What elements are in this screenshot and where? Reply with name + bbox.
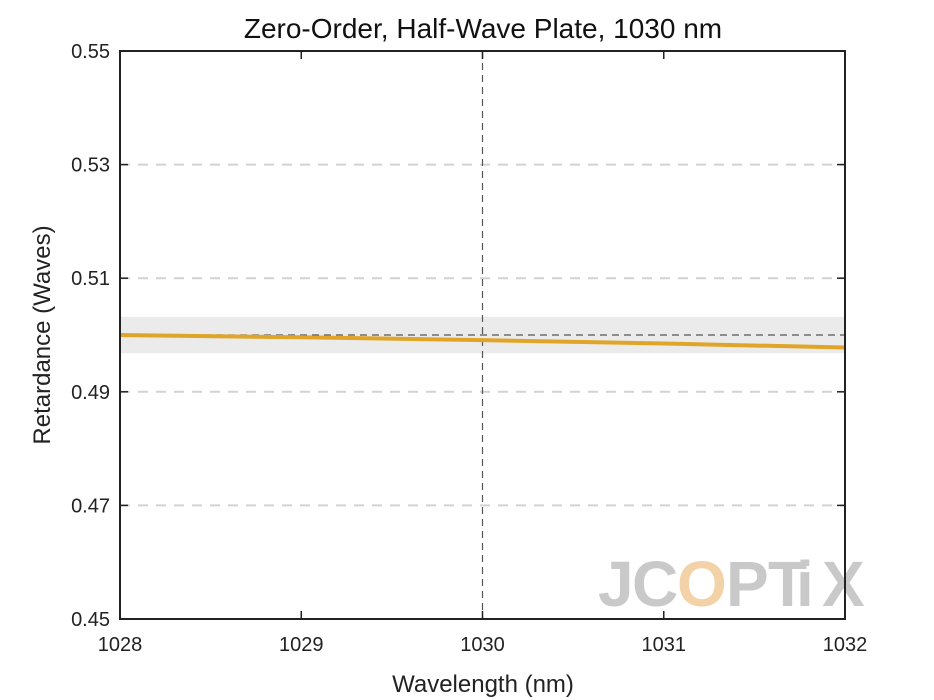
logo-letter: P: [726, 548, 769, 620]
y-axis-label: Retardance (Waves): [29, 225, 56, 444]
y-tick-label: 0.55: [71, 41, 110, 63]
y-tick-label: 0.45: [71, 609, 110, 631]
logo-letter: X: [822, 548, 865, 620]
x-tick-label: 1030: [460, 634, 505, 656]
logo-letter: J: [598, 548, 634, 620]
jcoptix-logo: JCO P Ti X: [598, 548, 865, 620]
chart-title: Zero-Order, Half-Wave Plate, 1030 nm: [244, 13, 722, 44]
retardance-series-line: [119, 333, 846, 350]
x-axis-label: Wavelength (nm): [392, 671, 574, 698]
y-tick-label: 0.47: [71, 495, 110, 517]
logo-letter: i: [796, 548, 814, 620]
x-tick-label: 1032: [823, 634, 868, 656]
logo-letter: T: [768, 548, 807, 620]
y-tick-label: 0.51: [71, 268, 110, 290]
x-tick-label: 1028: [98, 634, 143, 656]
logo-letter: C: [632, 548, 678, 620]
x-tick-label: 1031: [642, 634, 687, 656]
logo-letter: O: [677, 548, 727, 620]
x-tick-label: 1029: [279, 634, 324, 656]
y-tick-label: 0.49: [71, 382, 110, 404]
y-tick-label: 0.53: [71, 155, 110, 177]
